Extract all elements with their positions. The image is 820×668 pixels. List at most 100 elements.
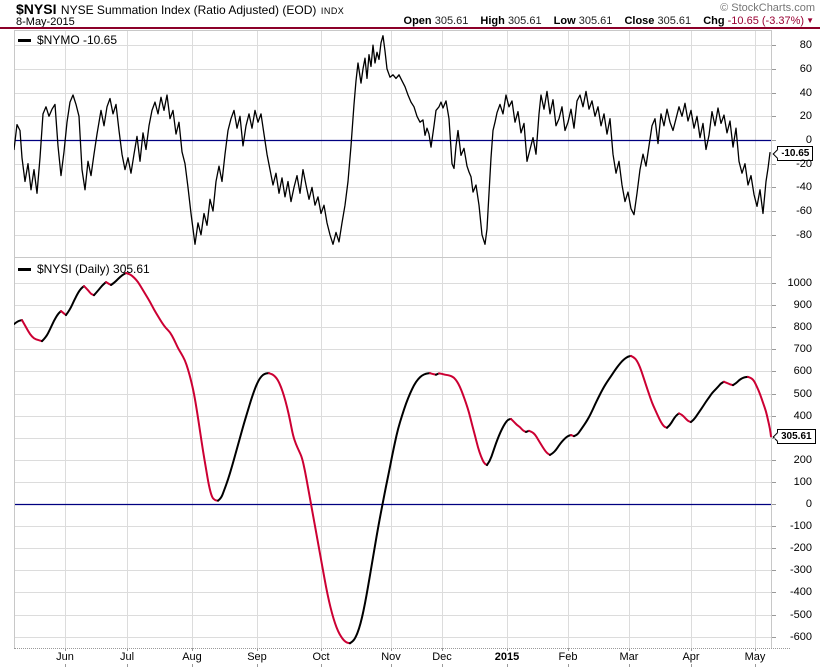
chart-header: $NYSI NYSE Summation Index (Ratio Adjust… bbox=[16, 1, 344, 19]
nysi-line-up-segment bbox=[93, 281, 107, 297]
y-axis-tick bbox=[772, 327, 776, 328]
symbol-label: $NYSI bbox=[16, 1, 57, 17]
y-axis-label: 100 bbox=[793, 476, 812, 488]
x-axis-tick bbox=[321, 664, 322, 667]
high-value: 305.61 bbox=[507, 15, 542, 27]
y-axis-tick bbox=[772, 504, 776, 505]
nysi-line-up-segment bbox=[573, 354, 632, 438]
open-value: 305.61 bbox=[434, 15, 469, 27]
x-axis-line bbox=[14, 648, 790, 649]
y-axis-tick bbox=[772, 187, 776, 188]
y-axis-tick bbox=[772, 283, 776, 284]
y-axis-label: -500 bbox=[789, 609, 812, 621]
nysi-line-down-segment bbox=[83, 285, 95, 297]
y-axis-tick bbox=[772, 394, 776, 395]
nysi-line-down-segment bbox=[747, 375, 772, 438]
nysi-line-up-segment bbox=[486, 417, 512, 467]
x-axis-label: Aug bbox=[182, 651, 202, 663]
x-axis-tick bbox=[257, 648, 258, 651]
x-axis-label: Jun bbox=[56, 651, 74, 663]
header-rule bbox=[0, 27, 820, 29]
nysi-line-up-segment bbox=[690, 380, 725, 424]
y-axis-tick bbox=[772, 637, 776, 638]
nysi-line-up-segment bbox=[41, 310, 62, 343]
chg-label: Chg bbox=[703, 15, 725, 27]
y-axis-tick bbox=[772, 69, 776, 70]
x-axis-tick bbox=[65, 648, 66, 651]
nysi-line-down-segment bbox=[105, 281, 112, 286]
y-axis-tick bbox=[772, 45, 776, 46]
x-axis-tick bbox=[507, 648, 508, 651]
y-axis-tick bbox=[772, 526, 776, 527]
nysi-line-down-segment bbox=[723, 380, 734, 387]
x-axis-tick bbox=[257, 664, 258, 667]
y-axis-label: 500 bbox=[793, 388, 812, 400]
high-label: High bbox=[480, 15, 505, 27]
low-label: Low bbox=[553, 15, 576, 27]
nysi-line-down-segment bbox=[125, 272, 219, 502]
nysi-line-down-segment bbox=[21, 319, 43, 343]
y-axis-tick bbox=[772, 570, 776, 571]
close-value: 305.61 bbox=[657, 15, 692, 27]
nysi-line-down-segment bbox=[678, 412, 692, 424]
nysi-panel bbox=[14, 258, 772, 648]
nysi-line-down-segment bbox=[528, 429, 551, 456]
nymo-panel bbox=[14, 30, 772, 258]
nysi-line-up-segment bbox=[666, 412, 680, 429]
down-triangle-icon: ▼ bbox=[806, 16, 814, 25]
y-axis-label: 700 bbox=[793, 343, 812, 355]
x-axis-label: 2015 bbox=[494, 651, 520, 663]
x-axis-tick bbox=[691, 664, 692, 667]
y-axis-tick bbox=[772, 164, 776, 165]
x-axis-label: Nov bbox=[381, 651, 401, 663]
nysi-line-up-segment bbox=[349, 372, 431, 645]
x-axis-label: Feb bbox=[558, 651, 578, 663]
y-axis-tick bbox=[772, 548, 776, 549]
y-axis-tick bbox=[772, 211, 776, 212]
legend-nymo: $NYMO -10.65 bbox=[18, 33, 117, 47]
legend-nysi: $NYSI (Daily) 305.61 bbox=[18, 262, 150, 276]
chg-value: -10.65 (-3.37%) bbox=[727, 15, 805, 27]
exchange-label: INDX bbox=[320, 6, 345, 16]
y-axis-tick bbox=[772, 460, 776, 461]
y-axis-label: -300 bbox=[789, 564, 812, 576]
x-axis-label: Sep bbox=[247, 651, 267, 663]
y-axis-tick bbox=[772, 592, 776, 593]
nysi-line-down-segment bbox=[510, 417, 527, 433]
y-axis-label: 0 bbox=[805, 134, 812, 146]
y-axis-label: 80 bbox=[799, 39, 812, 51]
x-axis-tick bbox=[507, 664, 508, 667]
low-value: 305.61 bbox=[578, 15, 613, 27]
x-axis-label: Jul bbox=[119, 651, 135, 663]
y-axis-label: 20 bbox=[799, 110, 812, 122]
x-axis-tick bbox=[755, 648, 756, 651]
quote-summary: Open 305.61 High 305.61 Low 305.61 Close… bbox=[395, 15, 814, 27]
x-axis-tick bbox=[65, 664, 66, 667]
nysi-last-value-badge: 305.61 bbox=[777, 429, 816, 444]
y-axis-label: 800 bbox=[793, 321, 812, 333]
nysi-line-up-segment bbox=[217, 372, 270, 502]
x-axis-tick bbox=[127, 648, 128, 651]
y-axis-label: 40 bbox=[799, 87, 812, 99]
x-axis-label: May bbox=[744, 651, 766, 663]
nysi-line-up-segment bbox=[14, 319, 23, 326]
y-axis-tick bbox=[772, 235, 776, 236]
line-swatch-icon bbox=[18, 38, 31, 42]
x-axis-tick bbox=[391, 664, 392, 667]
nysi-line-up-segment bbox=[110, 272, 127, 286]
nysi-line-up-segment bbox=[65, 285, 85, 317]
nymo-last-value-badge: -10.65 bbox=[777, 146, 814, 161]
x-axis-tick bbox=[629, 648, 630, 651]
nysi-line-down-segment bbox=[60, 310, 67, 317]
x-axis-tick bbox=[755, 664, 756, 667]
y-axis-tick bbox=[772, 371, 776, 372]
y-axis-tick bbox=[772, 140, 776, 141]
nymo-line bbox=[14, 35, 771, 245]
x-axis-tick bbox=[391, 648, 392, 651]
y-axis-label: 60 bbox=[799, 63, 812, 75]
y-axis-tick bbox=[772, 116, 776, 117]
chart-title: NYSE Summation Index (Ratio Adjusted) (E… bbox=[60, 3, 317, 17]
y-axis-label: 1000 bbox=[787, 277, 812, 289]
y-axis-tick bbox=[772, 615, 776, 616]
